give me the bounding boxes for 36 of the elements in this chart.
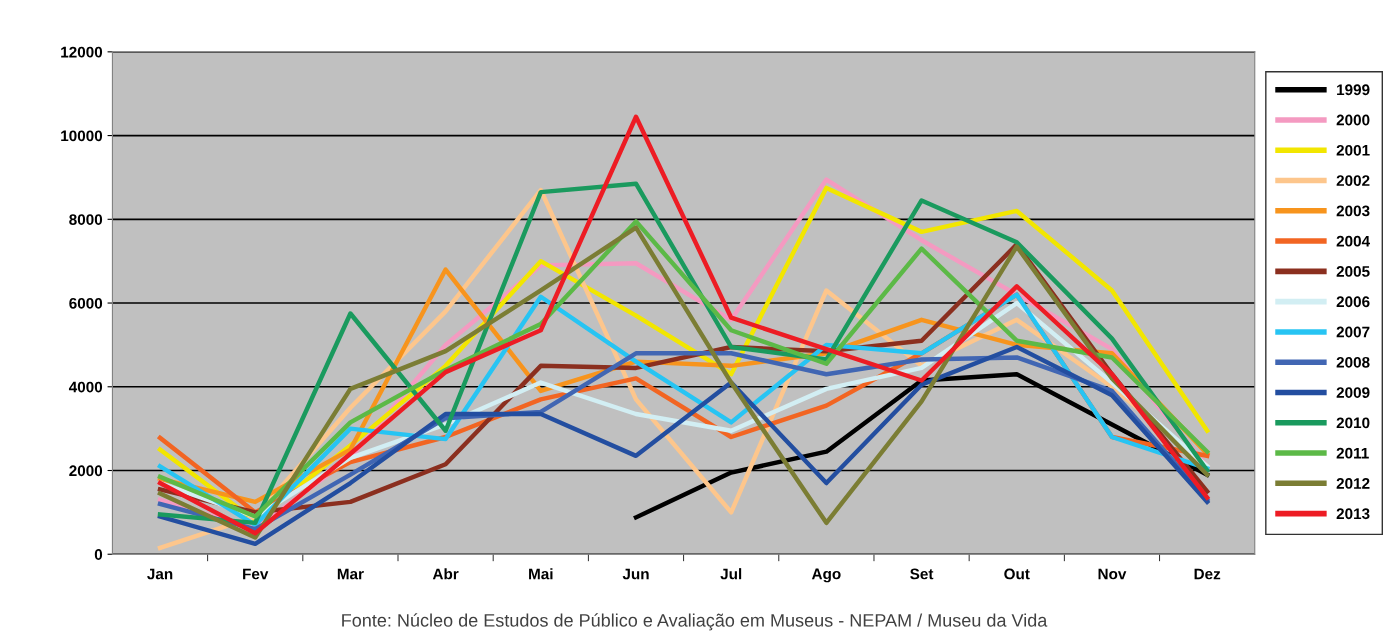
x-tick-label: Ago — [811, 568, 841, 583]
legend-label: 2013 — [1336, 508, 1370, 520]
y-tick-label: 6000 — [69, 297, 103, 309]
legend-label: 2005 — [1336, 266, 1370, 277]
legend-label: 2001 — [1336, 144, 1370, 156]
x-tick-label: Out — [1004, 568, 1030, 580]
x-tick-label: Jun — [622, 568, 649, 580]
legend-label: 2006 — [1336, 296, 1370, 308]
x-tick-label: Jul — [720, 568, 742, 580]
source-note: Fonte: Núcleo de Estudos de Público e Avaliação em Museus - NEPAM / Museu da Vida — [342, 613, 1048, 631]
y-tick-label: 2000 — [69, 465, 103, 477]
y-tick-label: 4000 — [68, 381, 103, 393]
legend-label: 2004 — [1336, 235, 1370, 247]
legend-label: 2002 — [1336, 175, 1370, 187]
legend-label: 2003 — [1336, 205, 1370, 217]
x-tick-label: Set — [910, 568, 934, 580]
legend-label: 2011 — [1336, 447, 1369, 459]
y-tick-label: 10000 — [61, 130, 103, 142]
x-tick-label: Dez — [1194, 568, 1221, 580]
x-tick-label: Abr — [432, 568, 459, 580]
x-tick-label: Fev — [243, 568, 269, 580]
y-tick-label: 0 — [94, 549, 103, 560]
legend-label: 1999 — [1337, 84, 1370, 96]
x-tick-label: Jan — [147, 568, 173, 580]
legend-label: 2010 — [1336, 417, 1370, 429]
legend-label: 2008 — [1336, 356, 1370, 368]
legend-label: 2000 — [1336, 114, 1370, 126]
legend-label: 2012 — [1336, 478, 1370, 489]
line-series — [157, 114, 1210, 536]
legend-label: 2009 — [1336, 387, 1370, 398]
x-tick-label: Mai — [529, 568, 553, 580]
y-tick-label: 8000 — [69, 214, 103, 225]
x-tick-label: Mar — [337, 568, 364, 580]
x-tick-label: Nov — [1098, 568, 1127, 580]
y-tick-label: 12000 — [61, 46, 103, 58]
legend-label: 2007 — [1336, 326, 1370, 338]
